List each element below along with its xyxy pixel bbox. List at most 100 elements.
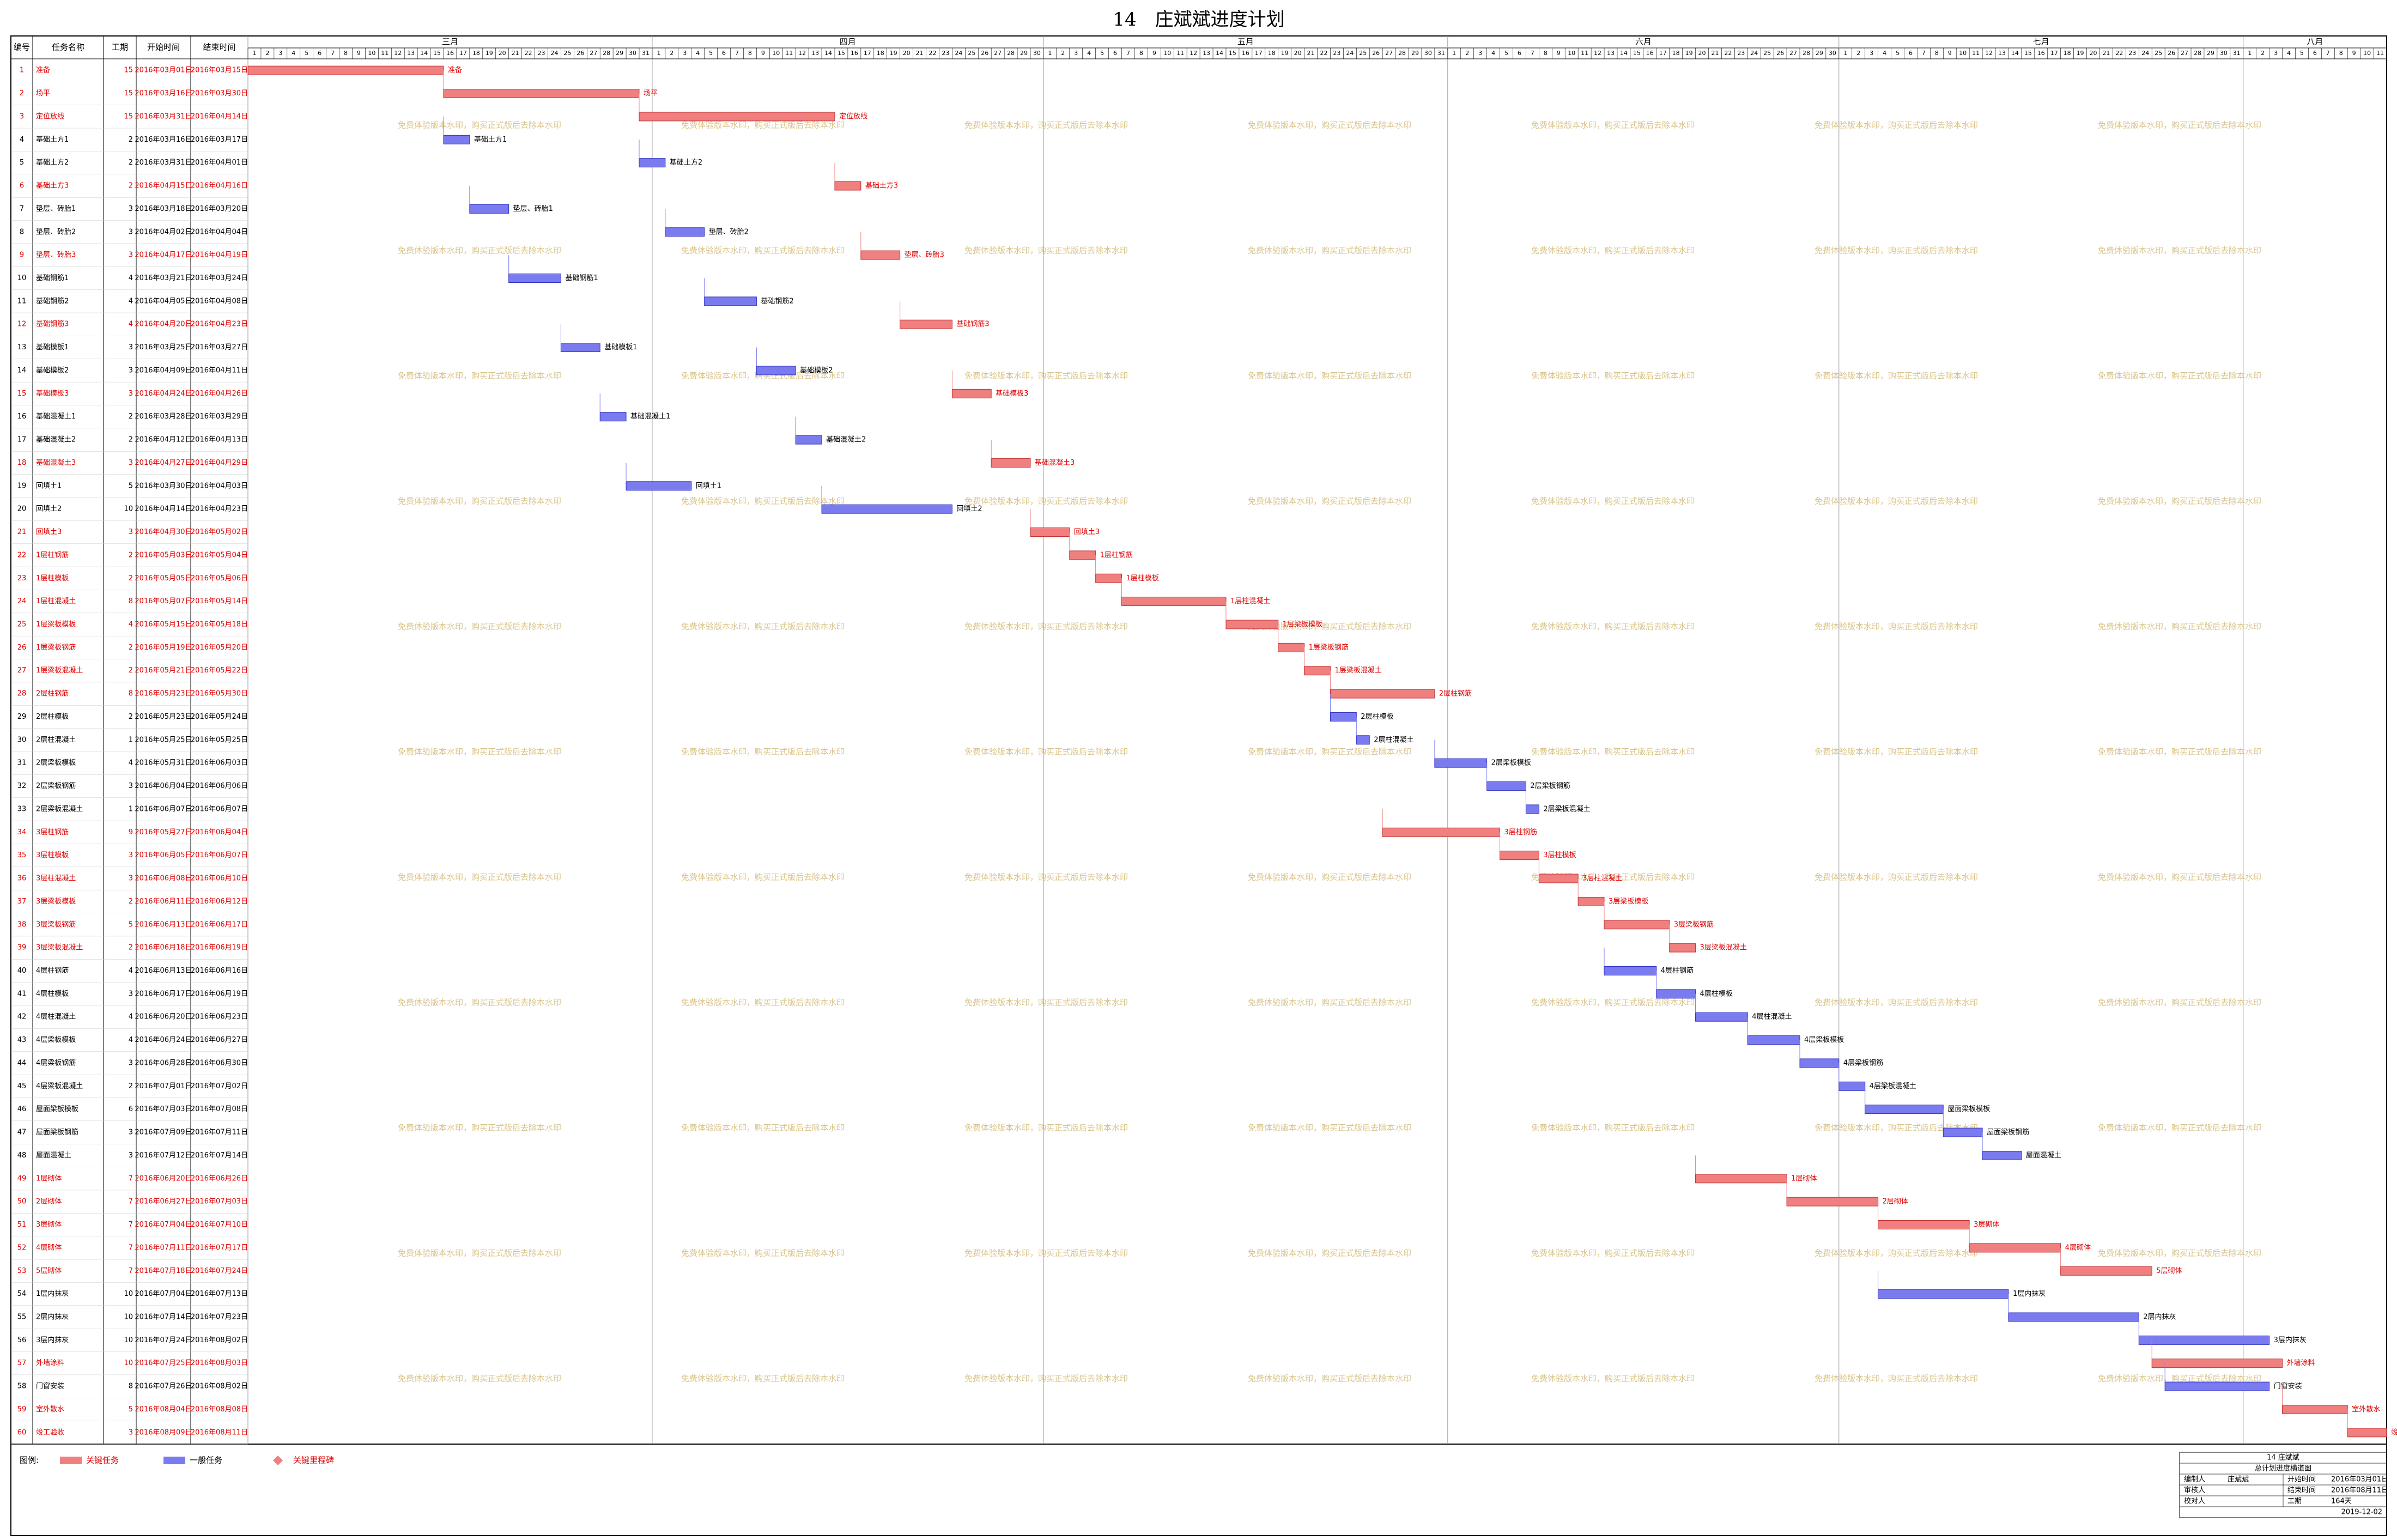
day-label: 23 xyxy=(537,50,545,57)
day-label: 20 xyxy=(1294,50,1302,57)
cell: 2016年07月10日 xyxy=(191,1221,248,1229)
cell: 2016年06月07日 xyxy=(135,805,192,813)
cell: 2016年04月08日 xyxy=(191,297,248,305)
cell: 20 xyxy=(17,505,27,513)
bar-label: 垫层、砖胎2 xyxy=(709,227,749,236)
cell: 3层柱模板 xyxy=(36,851,69,859)
day-label: 25 xyxy=(563,50,571,57)
day-label: 9 xyxy=(1152,50,1156,57)
cell: 2016年04月05日 xyxy=(135,297,192,305)
cell: 2016年08月04日 xyxy=(135,1405,192,1414)
cell: 2016年03月01日 xyxy=(135,66,192,75)
day-label: 31 xyxy=(2233,50,2241,57)
day-label: 28 xyxy=(1007,50,1015,57)
bar-label: 准备 xyxy=(448,66,462,75)
cell: 10 xyxy=(124,1359,133,1367)
cell: 3 xyxy=(20,112,24,120)
cell: 2 xyxy=(129,666,133,675)
day-label: 20 xyxy=(499,50,506,57)
cell: 基础混凝土1 xyxy=(36,412,76,421)
cell: 2016年06月11日 xyxy=(135,898,192,906)
cell: 2层内抹灰 xyxy=(36,1312,69,1321)
day-label: 11 xyxy=(381,50,389,57)
task-bar xyxy=(1500,851,1539,860)
day-label: 31 xyxy=(1437,50,1445,57)
task-bar xyxy=(704,296,757,306)
day-label: 26 xyxy=(2168,50,2175,57)
cell: 18 xyxy=(17,459,27,467)
cell: 2016年07月23日 xyxy=(191,1313,248,1321)
day-label: 3 xyxy=(278,50,282,57)
bar-label: 基础混凝土3 xyxy=(1035,458,1075,467)
bar-label: 基础混凝土2 xyxy=(826,435,866,444)
day-label: 14 xyxy=(420,50,428,57)
cell: 2016年04月14日 xyxy=(191,112,248,120)
cell: 2016年07月09日 xyxy=(135,1129,192,1137)
bar-label: 4层梁板模板 xyxy=(1804,1036,1844,1044)
day-label: 29 xyxy=(2207,50,2214,57)
cell: 2016年06月23日 xyxy=(191,1013,248,1021)
watermark: 免费体验版本水印，购买正式版后去除本水印 xyxy=(398,747,561,757)
cell: 1层砌体 xyxy=(36,1174,62,1183)
day-label: 4 xyxy=(292,50,295,57)
info-field: 庄斌斌 xyxy=(2228,1475,2249,1484)
task-bar xyxy=(508,273,561,283)
cell: 2016年07月13日 xyxy=(191,1290,248,1298)
task-bar xyxy=(1799,1058,1840,1068)
watermark: 免费体验版本水印，购买正式版后去除本水印 xyxy=(964,496,1128,506)
cell: 54 xyxy=(17,1290,27,1298)
cell: 3层柱混凝土 xyxy=(36,874,76,883)
bar-label: 4层梁板混凝土 xyxy=(1870,1082,1916,1090)
day-label: 1 xyxy=(1843,50,1847,57)
cell: 2016年05月14日 xyxy=(191,597,248,605)
day-label: 29 xyxy=(616,50,623,57)
info-subtitle: 总计划进度横道图 xyxy=(2255,1464,2311,1473)
day-label: 17 xyxy=(2050,50,2058,57)
cell: 3 xyxy=(129,1428,133,1436)
day-label: 24 xyxy=(550,50,558,57)
cell: 基础钢筋3 xyxy=(36,320,69,329)
watermark: 免费体验版本水印，购买正式版后去除本水印 xyxy=(2098,120,2261,130)
bar-label: 竣工验收 xyxy=(2391,1428,2397,1436)
cell: 3层砌体 xyxy=(36,1221,62,1229)
cell: 2016年05月21日 xyxy=(135,666,192,675)
cell: 基础模板1 xyxy=(36,343,69,351)
cell: 2层砌体 xyxy=(36,1198,62,1206)
cell: 2 xyxy=(129,436,133,444)
cell: 垫层、砖胎1 xyxy=(36,204,76,213)
day-label: 9 xyxy=(1557,50,1561,57)
day-label: 5 xyxy=(709,50,713,57)
cell: 29 xyxy=(17,713,27,721)
cell: 44 xyxy=(17,1059,27,1067)
day-label: 1 xyxy=(657,50,660,57)
cell: 回填土1 xyxy=(36,482,62,490)
cell: 2016年03月16日 xyxy=(135,136,192,144)
watermark: 免费体验版本水印，购买正式版后去除本水印 xyxy=(964,246,1128,256)
task-bar xyxy=(2008,1312,2139,1322)
watermark: 免费体验版本水印，购买正式版后去除本水印 xyxy=(1815,747,1978,757)
cell: 2 xyxy=(129,898,133,906)
day-label: 15 xyxy=(2024,50,2032,57)
column-header: 编号 xyxy=(14,43,30,52)
day-label: 20 xyxy=(903,50,911,57)
cell: 3 xyxy=(129,851,133,859)
legend-swatch xyxy=(163,1457,185,1464)
day-label: 8 xyxy=(1544,50,1548,57)
day-label: 6 xyxy=(1518,50,1521,57)
cell: 4层梁板混凝土 xyxy=(36,1082,83,1090)
day-label: 2 xyxy=(1856,50,1860,57)
cell: 基础钢筋2 xyxy=(36,296,69,305)
bar-label: 2层梁板模板 xyxy=(1491,759,1531,767)
task-bar xyxy=(639,112,835,122)
cell: 4层梁板钢筋 xyxy=(36,1058,76,1067)
task-bar xyxy=(1304,666,1331,676)
day-label: 29 xyxy=(1816,50,1823,57)
day-label: 2 xyxy=(2261,50,2265,57)
watermark: 免费体验版本水印，购买正式版后去除本水印 xyxy=(2098,496,2261,506)
cell: 2 xyxy=(129,944,133,952)
page-title: 14 庄斌斌进度计划 xyxy=(1113,9,1284,31)
cell: 2016年04月29日 xyxy=(191,459,248,467)
day-label: 10 xyxy=(1959,50,1967,57)
cell: 1层柱混凝土 xyxy=(36,597,76,605)
watermark: 免费体验版本水印，购买正式版后去除本水印 xyxy=(964,1123,1128,1133)
